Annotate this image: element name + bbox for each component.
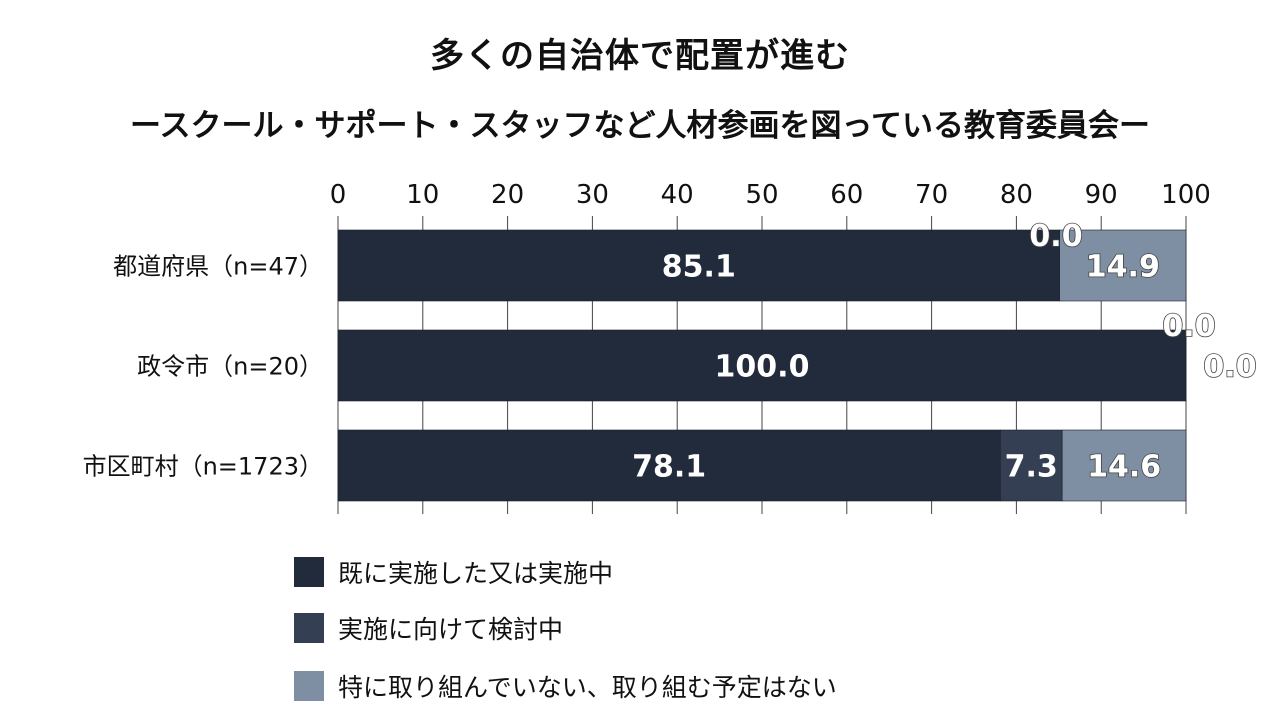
x-tick-label: 40 — [661, 180, 694, 210]
data-label: 7.3 — [1005, 450, 1058, 485]
data-label: 0.0 — [1029, 219, 1082, 254]
legend-swatch-considering — [294, 613, 324, 643]
x-tick-label: 50 — [745, 180, 778, 210]
legend-item-implemented: 既に実施した又は実施中 — [294, 557, 614, 588]
legend-label-none: 特に取り組んでいない、取り組む予定はない — [338, 673, 837, 702]
data-label: 0.0 — [1162, 309, 1215, 344]
data-label: 85.1 — [662, 250, 736, 285]
x-tick-label: 60 — [830, 180, 863, 210]
category-label: 都道府県（n=47） — [113, 253, 323, 281]
data-label: 100.0 — [715, 350, 810, 385]
bar-segment — [1059, 229, 1187, 302]
bar-segment — [1061, 429, 1187, 502]
bar-segment — [337, 329, 1187, 402]
legend-label-considering: 実施に向けて検討中 — [338, 615, 564, 644]
x-tick-label: 10 — [406, 180, 439, 210]
chart-title: 多くの自治体で配置が進む — [430, 36, 850, 76]
data-label: 78.1 — [632, 450, 706, 485]
x-tick-label: 90 — [1085, 180, 1118, 210]
legend-label-implemented: 既に実施した又は実施中 — [338, 559, 614, 588]
bar-segment — [337, 229, 1060, 302]
category-label: 政令市（n=20） — [137, 353, 323, 381]
legend-swatch-none — [294, 671, 324, 701]
x-tick-label: 80 — [1000, 180, 1033, 210]
chart-subtitle: ースクール・サポート・スタッフなど人材参画を図っている教育委員会ー — [130, 108, 1150, 144]
x-tick-label: 20 — [491, 180, 524, 210]
data-label: 14.6 — [1087, 450, 1161, 485]
x-tick-label: 100 — [1161, 180, 1211, 210]
bar-segment — [337, 429, 1001, 502]
legend-item-considering: 実施に向けて検討中 — [294, 613, 564, 644]
data-label: 14.9 — [1086, 250, 1160, 285]
x-tick-label: 0 — [330, 180, 347, 210]
x-tick-label: 30 — [576, 180, 609, 210]
data-label: 0.0 — [1203, 350, 1256, 385]
category-label: 市区町村（n=1723） — [83, 453, 323, 481]
legend-item-none: 特に取り組んでいない、取り組む予定はない — [294, 671, 837, 702]
legend-swatch-implemented — [294, 557, 324, 587]
x-tick-label: 70 — [915, 180, 948, 210]
